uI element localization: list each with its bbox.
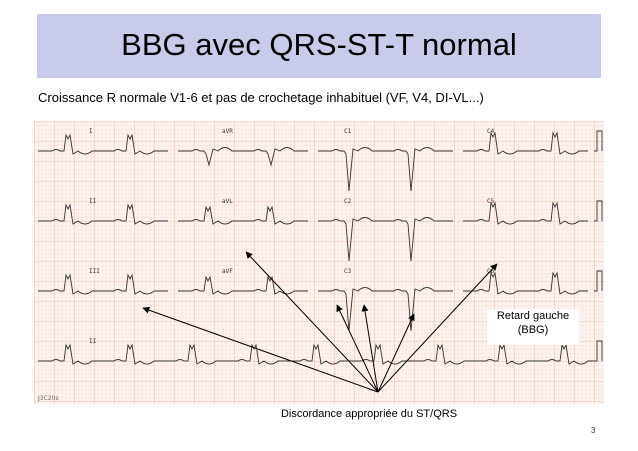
lead-label-c1: C1 (344, 128, 352, 135)
lead-label-avf: aVF (222, 268, 233, 275)
calibration-pulse (594, 200, 603, 222)
ecg-trace-segment (318, 217, 453, 262)
ecg-trace-segment (38, 203, 168, 225)
lead-label-ii: II (89, 198, 97, 205)
lead-label-c2: C2 (344, 198, 352, 205)
ecg-footer-code: J3C20s (37, 395, 59, 402)
lead-label-ii-rhythm: II (89, 338, 97, 345)
ecg-strip: I aVR C1 C4 II aVL C2 C5 III aVF C3 C6 I… (34, 121, 604, 404)
ecg-trace-segment (463, 201, 588, 225)
lead-label-c6: C6 (487, 268, 495, 275)
ecg-trace-segment (38, 133, 168, 155)
ecg-trace-segment (463, 131, 588, 155)
discordance-label: Discordance appropriée du ST/QRS (256, 405, 482, 423)
page-number: 3 (591, 426, 596, 435)
title-band (37, 14, 601, 78)
slide-subtitle: Croissance R normale V1-6 et pas de croc… (38, 90, 484, 105)
lead-label-avl: aVL (222, 198, 233, 205)
ecg-trace-segment (178, 205, 308, 225)
ecg-grid (34, 121, 604, 404)
lead-label-c5: C5 (487, 198, 495, 205)
lead-label-avr: aVR (222, 128, 233, 135)
ecg-trace-segment (318, 147, 453, 192)
ecg-trace-segment (38, 273, 168, 295)
lead-label-c3: C3 (344, 268, 352, 275)
retard-gauche-label: Retard gauche (BBG) (487, 309, 579, 345)
calibration-pulse (594, 340, 603, 362)
lead-label-c4: C4 (487, 128, 495, 135)
lead-label-iii: III (89, 268, 100, 275)
calibration-pulse (594, 270, 603, 292)
lead-label-i: I (89, 128, 93, 135)
retard-line1: Retard gauche (496, 310, 570, 322)
calibration-pulse (594, 130, 603, 152)
slide-title: BBG avec QRS-ST-T normal (121, 27, 517, 62)
retard-line2: (BBG) (517, 324, 549, 336)
ecg-trace-segment (178, 147, 308, 167)
